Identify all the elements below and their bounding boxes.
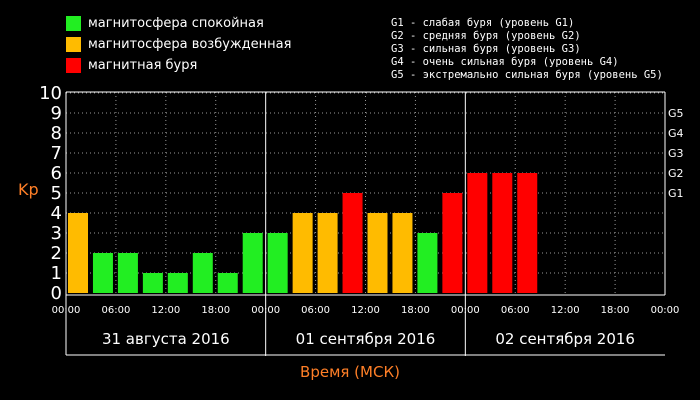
day-label: 02 сентября 2016 <box>495 330 635 348</box>
legend-label-quiet: магнитосфера спокойная <box>88 16 264 31</box>
y-tick-label: 0 <box>51 283 62 304</box>
y-tick-label: 5 <box>51 183 62 204</box>
x-tick-label: 00:00 <box>451 305 480 316</box>
x-tick-label: 12:00 <box>351 305 380 316</box>
bar <box>342 193 363 293</box>
day-label: 01 сентября 2016 <box>296 330 436 348</box>
bar <box>492 173 513 293</box>
x-tick-label: 00:00 <box>52 305 81 316</box>
legend-label-storm: магнитная буря <box>88 58 198 73</box>
legend-item-quiet: магнитосфера спокойная <box>66 16 291 37</box>
day-label: 31 августа 2016 <box>102 330 230 348</box>
y-tick-label: 7 <box>51 143 62 164</box>
g-tick-label: G1 <box>668 187 684 200</box>
y-tick-label: 4 <box>51 203 62 224</box>
y-tick-label: 6 <box>51 163 62 184</box>
legend-item-active: магнитосфера возбужденная <box>66 37 291 58</box>
bar <box>367 213 388 293</box>
bar <box>392 213 413 293</box>
bar <box>192 253 213 293</box>
bar <box>68 213 88 293</box>
legend-swatch-storm <box>66 58 81 73</box>
x-tick-label: 18:00 <box>201 305 230 316</box>
legend: магнитосфера спокойная магнитосфера возб… <box>66 16 291 79</box>
x-tick-label: 18:00 <box>401 305 430 316</box>
g-tick-label: G3 <box>668 147 684 160</box>
bar <box>292 213 313 293</box>
x-tick-label: 12:00 <box>151 305 180 316</box>
x-tick-label: 18:00 <box>601 305 630 316</box>
bar <box>92 253 113 293</box>
g-level-g3: G3 - сильная буря (уровень G3) <box>391 43 581 55</box>
y-tick-label: 9 <box>51 103 62 124</box>
bar <box>167 273 188 293</box>
bar <box>117 253 138 293</box>
bar <box>467 173 488 293</box>
legend-item-storm: магнитная буря <box>66 58 291 79</box>
legend-label-active: магнитосфера возбужденная <box>88 37 292 52</box>
x-tick-label: 06:00 <box>301 305 330 316</box>
y-tick-label: 2 <box>51 243 62 264</box>
g-level-legend: G1 - слабая буря (уровень G1) G2 - средн… <box>391 17 663 82</box>
y-axis-label: Kp <box>18 180 39 199</box>
bar <box>142 273 163 293</box>
g-level-g4: G4 - очень сильная буря (уровень G4) <box>391 56 619 68</box>
x-tick-label: 00:00 <box>651 305 680 316</box>
g-level-g1: G1 - слабая буря (уровень G1) <box>391 17 575 29</box>
bar <box>317 213 338 293</box>
y-tick-label: 3 <box>51 223 62 244</box>
y-tick-label: 8 <box>51 123 62 144</box>
x-tick-label: 00:00 <box>251 305 280 316</box>
y-tick-label: 10 <box>39 83 62 104</box>
x-axis-label: Время (МСК) <box>300 363 400 381</box>
x-tick-label: 12:00 <box>551 305 580 316</box>
x-tick-label: 06:00 <box>501 305 530 316</box>
g-tick-label: G2 <box>668 167 684 180</box>
bar <box>242 233 263 293</box>
g-level-g2: G2 - средняя буря (уровень G2) <box>391 30 581 42</box>
x-tick-label: 06:00 <box>102 305 131 316</box>
bar <box>417 233 438 293</box>
g-level-g5: G5 - экстремально сильная буря (уровень … <box>391 69 663 81</box>
bar <box>517 173 538 293</box>
bar <box>267 233 288 293</box>
g-tick-label: G5 <box>668 107 684 120</box>
legend-swatch-active <box>66 37 81 52</box>
g-tick-label: G4 <box>668 127 684 140</box>
bar <box>442 193 463 293</box>
y-tick-label: 1 <box>51 263 62 284</box>
legend-swatch-quiet <box>66 16 81 31</box>
bar <box>217 273 238 293</box>
